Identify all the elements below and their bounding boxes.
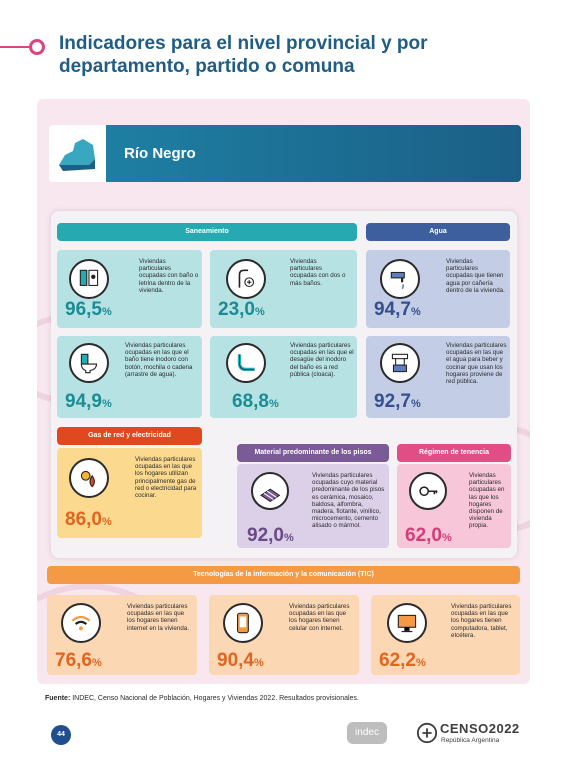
section-tenencia: Régimen de tenencia [397, 444, 511, 462]
tile-dos-banos: Viviendas particulares ocupadas con dos … [210, 250, 357, 328]
value-computadora: 62,2% [379, 650, 426, 671]
value-celular: 90,4% [217, 650, 264, 671]
section-tic: Tecnologías de la información y la comun… [47, 566, 520, 584]
value-tenencia: 62,0% [405, 525, 452, 546]
censo-subtitle: República Argentina [441, 737, 500, 744]
value-agua-caneria: 94,7% [374, 299, 421, 320]
bathroom-icon [69, 259, 109, 299]
value-gas: 86,0% [65, 509, 112, 530]
province-map-icon [59, 139, 95, 171]
key-icon [409, 472, 447, 510]
tile-desague: Viviendas particulares ocupadas en las q… [210, 336, 357, 418]
tile-internet: Viviendas particulares ocupadas en las q… [47, 595, 197, 675]
indec-logo: indec [347, 722, 387, 744]
page-title: Indicadores para el nivel provincial y p… [59, 33, 428, 77]
censo-logo: CENSO2022 [440, 721, 520, 736]
source-note: Fuente: INDEC, Censo Nacional de Poblaci… [45, 695, 359, 702]
tile-pisos: Viviendas particulares ocupadas cuyo mat… [237, 464, 389, 548]
toilet-icon [69, 343, 109, 383]
section-saneamiento: Saneamiento [57, 223, 357, 241]
water-network-icon [380, 343, 420, 383]
section-gas: Gas de red y electricidad [57, 427, 202, 445]
wifi-icon [61, 603, 101, 643]
value-internet: 76,6% [55, 650, 102, 671]
province-header-bar [106, 125, 521, 182]
title-bullet-icon [29, 39, 45, 55]
province-name: Río Negro [124, 145, 196, 162]
value-agua-red: 92,7% [374, 391, 421, 412]
tile-celular: Viviendas particulares ocupadas en las q… [209, 595, 359, 675]
mobile-phone-icon [223, 603, 263, 643]
faucet-icon [380, 259, 420, 299]
value-inodoro: 94,9% [65, 391, 112, 412]
province-map-box [49, 125, 107, 182]
tile-gas: Viviendas particulares ocupadas en las q… [57, 448, 202, 538]
tile-tenencia: Viviendas particulares ocupadas en las q… [397, 464, 511, 548]
value-dos-banos: 23,0% [218, 299, 265, 320]
value-pisos: 92,0% [247, 525, 294, 546]
section-agua: Agua [366, 223, 510, 241]
floor-icon [251, 472, 289, 510]
value-bano: 96,5% [65, 299, 112, 320]
computer-icon [387, 603, 427, 643]
drain-pipe-icon [226, 343, 266, 383]
page-number: 44 [51, 725, 71, 745]
tile-inodoro: Viviendas particulares ocupadas en las q… [57, 336, 202, 418]
gas-electricity-icon [69, 458, 109, 498]
tile-bano: Viviendas particulares ocupadas con baño… [57, 250, 202, 328]
censo-logo-icon [416, 722, 438, 744]
shower-icon [226, 259, 266, 299]
value-desague: 68,8% [232, 391, 279, 412]
tile-agua-red: Viviendas particulares ocupadas en las q… [366, 336, 510, 418]
section-pisos: Material predominante de los pisos [237, 444, 389, 462]
tile-computadora: Viviendas particulares ocupadas en las q… [371, 595, 520, 675]
title-accent-line [0, 46, 31, 48]
tile-agua-caneria: Viviendas particulares ocupadas que tien… [366, 250, 510, 328]
